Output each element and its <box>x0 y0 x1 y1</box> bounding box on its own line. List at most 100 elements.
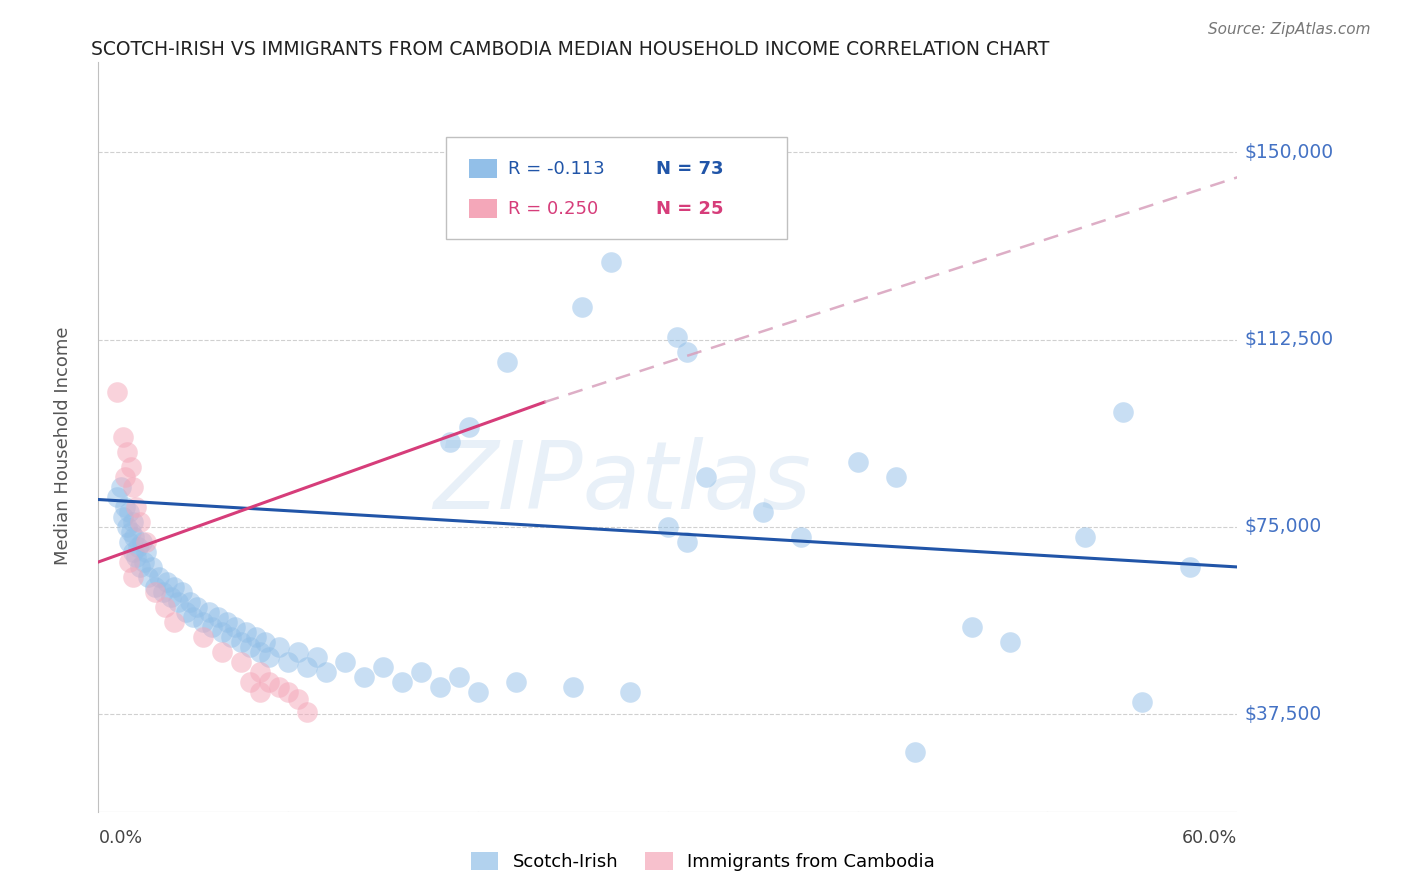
Point <box>221 630 243 644</box>
Point <box>118 535 141 549</box>
Point <box>211 624 233 639</box>
Point <box>125 500 148 514</box>
Point <box>153 599 176 614</box>
Text: N = 73: N = 73 <box>657 160 724 178</box>
Point <box>118 505 141 519</box>
Point <box>259 649 281 664</box>
Point <box>695 470 717 484</box>
Point <box>457 420 479 434</box>
Point <box>115 520 138 534</box>
Point <box>112 510 135 524</box>
FancyBboxPatch shape <box>468 160 498 178</box>
Point <box>562 680 585 694</box>
Point <box>112 430 135 444</box>
Point <box>107 385 129 400</box>
Point <box>197 605 219 619</box>
Point <box>287 645 309 659</box>
Point <box>960 620 983 634</box>
Point <box>148 570 170 584</box>
Text: N = 25: N = 25 <box>657 200 724 218</box>
Point <box>191 615 214 629</box>
Point <box>115 445 138 459</box>
Point <box>121 545 143 559</box>
Text: SCOTCH-IRISH VS IMMIGRANTS FROM CAMBODIA MEDIAN HOUSEHOLD INCOME CORRELATION CHA: SCOTCH-IRISH VS IMMIGRANTS FROM CAMBODIA… <box>91 40 1050 59</box>
Point <box>224 620 246 634</box>
Point <box>998 635 1021 649</box>
Point <box>163 580 186 594</box>
Point <box>135 535 157 549</box>
Point <box>619 685 641 699</box>
Point <box>505 674 527 689</box>
Text: $37,500: $37,500 <box>1244 705 1322 723</box>
Text: 0.0%: 0.0% <box>98 830 142 847</box>
Point <box>287 692 309 706</box>
Text: Median Household Income: Median Household Income <box>55 326 72 566</box>
Point <box>254 635 277 649</box>
Point <box>121 480 143 494</box>
Point <box>174 605 197 619</box>
Point <box>666 330 689 344</box>
Point <box>297 705 319 719</box>
Point <box>239 640 262 654</box>
Text: Source: ZipAtlas.com: Source: ZipAtlas.com <box>1208 22 1371 37</box>
Point <box>267 640 290 654</box>
Point <box>315 665 337 679</box>
Point <box>121 515 143 529</box>
Point <box>107 490 129 504</box>
Text: $150,000: $150,000 <box>1244 143 1334 161</box>
Point <box>657 520 679 534</box>
Point <box>846 455 869 469</box>
Point <box>676 345 699 359</box>
Point <box>120 524 142 539</box>
Point <box>186 599 208 614</box>
Point <box>124 530 146 544</box>
Point <box>647 155 669 169</box>
Point <box>159 590 181 604</box>
Point <box>129 515 152 529</box>
Text: $112,500: $112,500 <box>1244 330 1334 349</box>
FancyBboxPatch shape <box>446 137 787 238</box>
Point <box>249 665 271 679</box>
Point <box>249 685 271 699</box>
Point <box>411 665 433 679</box>
Point <box>1112 405 1135 419</box>
Point <box>277 655 299 669</box>
Point <box>156 574 179 589</box>
Point <box>391 674 413 689</box>
Point <box>179 595 201 609</box>
Point <box>449 670 471 684</box>
Text: R = 0.250: R = 0.250 <box>509 200 599 218</box>
Point <box>439 435 461 450</box>
Point <box>790 530 813 544</box>
Point <box>371 660 394 674</box>
Point <box>305 649 328 664</box>
Point <box>235 624 257 639</box>
Point <box>495 355 517 369</box>
Point <box>904 745 927 759</box>
Text: $75,000: $75,000 <box>1244 517 1322 536</box>
Point <box>335 655 357 669</box>
Text: 60.0%: 60.0% <box>1182 830 1237 847</box>
Point <box>267 680 290 694</box>
Point <box>201 620 224 634</box>
Point <box>129 560 152 574</box>
Point <box>191 630 214 644</box>
Point <box>571 300 593 314</box>
Point <box>1178 560 1201 574</box>
Point <box>249 645 271 659</box>
Text: ZIPatlas: ZIPatlas <box>433 436 811 527</box>
Point <box>114 500 136 514</box>
Point <box>207 610 229 624</box>
FancyBboxPatch shape <box>468 199 498 218</box>
Point <box>141 560 163 574</box>
Point <box>1074 530 1097 544</box>
Point <box>167 595 190 609</box>
Point <box>145 580 167 594</box>
Point <box>132 555 155 569</box>
Point <box>259 674 281 689</box>
Point <box>600 255 623 269</box>
Point <box>114 470 136 484</box>
Point <box>752 505 775 519</box>
Point <box>118 555 141 569</box>
Point <box>245 630 267 644</box>
